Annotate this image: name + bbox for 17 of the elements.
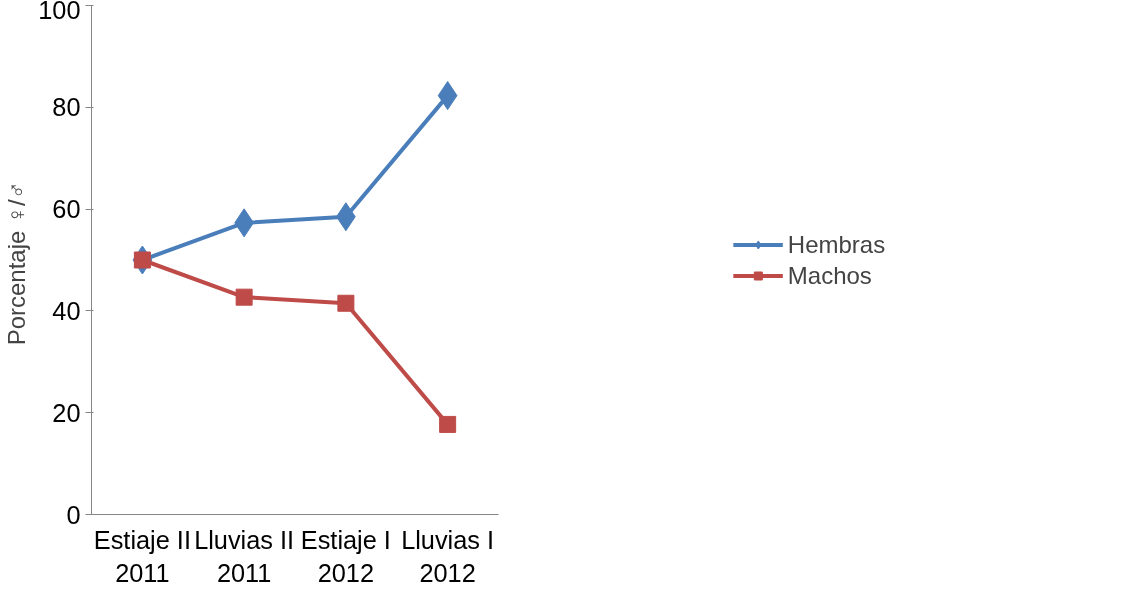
y-tick-label: 60 <box>52 195 81 224</box>
point <box>439 415 457 433</box>
y-axis-title: Porcentaje ♀/♂ <box>3 181 31 346</box>
y-tick-label: 100 <box>38 0 81 24</box>
point <box>337 294 355 312</box>
y-tick-label: 80 <box>52 93 81 122</box>
point <box>437 81 458 111</box>
x-tick-label: Estiaje I 2012 <box>300 525 391 588</box>
legend-label: Hembras <box>787 230 886 258</box>
y-tick-label: 40 <box>52 296 81 325</box>
x-tick-label: Lluvias II 2011 <box>194 525 295 588</box>
x-tick-label: Lluvias I 2012 <box>401 525 495 588</box>
y-tick-label: 0 <box>66 500 81 529</box>
y-tick-label: 20 <box>52 398 81 427</box>
x-tick-label: Estiaje II 2011 <box>93 525 191 588</box>
legend-label: Machos <box>787 261 872 289</box>
point <box>235 288 253 306</box>
